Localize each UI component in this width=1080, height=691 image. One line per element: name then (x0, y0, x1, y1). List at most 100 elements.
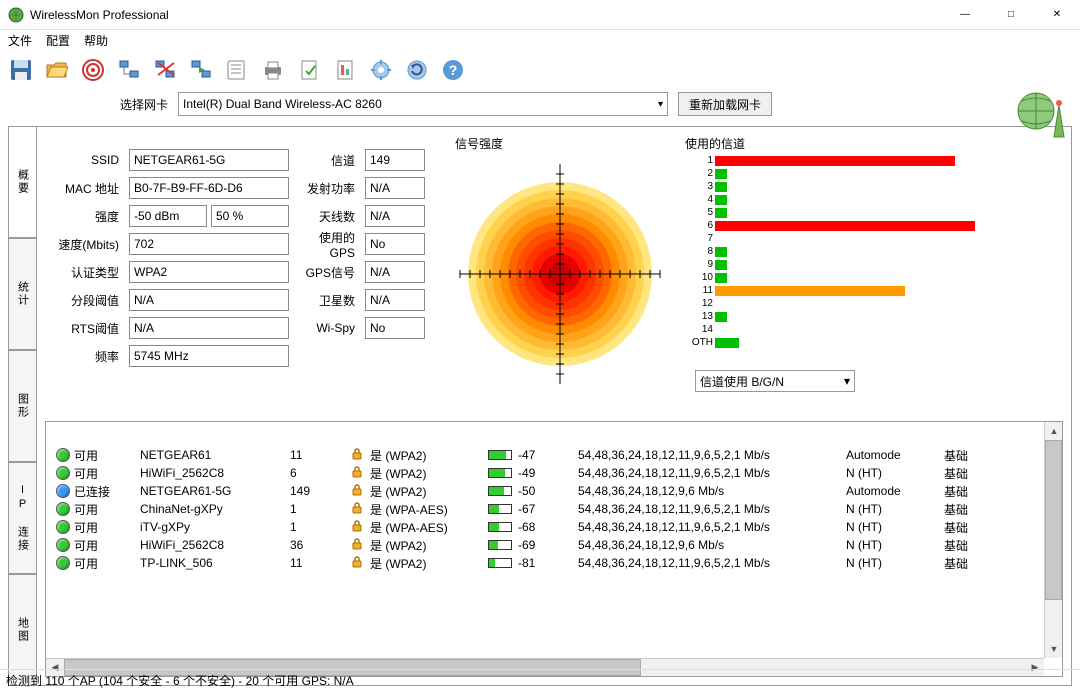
fields-panel: SSID NETGEAR61-5G 信道 149 MAC 地址 B0-7F-B9… (45, 135, 445, 415)
gps-signal-value: N/A (365, 261, 425, 283)
channel-chart: 1234567891011121314OTH (685, 154, 1063, 364)
cell-rates: 54,48,36,24,18,12,11,9,6,5,2,1 Mb/s (578, 520, 846, 534)
vertical-scrollbar[interactable]: ▲ ▼ (1044, 422, 1062, 658)
cell-channel: 1 (290, 520, 350, 534)
lock-icon (350, 519, 370, 536)
cell-security: 是 (WPA2) (370, 537, 488, 554)
channel-row: 14 (685, 323, 715, 336)
lock-icon (350, 501, 370, 518)
cell-infra: 基础 (944, 519, 994, 536)
table-row[interactable]: 可用TP-LINK_50611是 (WPA2)-8154,48,36,24,18… (48, 554, 1044, 572)
table-row[interactable]: 可用HiWiFi_2562C836是 (WPA2)-6954,48,36,24,… (48, 536, 1044, 554)
menu-config[interactable]: 配置 (46, 32, 70, 49)
channels-title: 使用的信道 (685, 135, 1063, 152)
channel-row: 1 (685, 154, 955, 167)
close-button[interactable]: ✕ (1034, 0, 1080, 30)
lock-icon (350, 555, 370, 572)
scroll-up-icon[interactable]: ▲ (1045, 422, 1063, 440)
cell-rates: 54,48,36,24,18,12,9,6 Mb/s (578, 484, 846, 498)
speed-label: 速度(Mbits) (45, 233, 123, 255)
cell-signal: -68 (488, 520, 578, 534)
maximize-button[interactable]: □ (988, 0, 1034, 30)
help-icon[interactable]: ? (438, 55, 468, 85)
title-bar: WirelessMon Professional — □ ✕ (0, 0, 1080, 30)
radar-title: 信号强度 (455, 135, 675, 152)
cell-security: 是 (WPA2) (370, 465, 488, 482)
table-row[interactable]: 可用HiWiFi_2562C86是 (WPA2)-4954,48,36,24,1… (48, 464, 1044, 482)
reload-adapter-button[interactable]: 重新加载网卡 (678, 92, 772, 116)
cell-security: 是 (WPA2) (370, 483, 488, 500)
network2-icon[interactable] (150, 55, 180, 85)
log-check-icon[interactable] (294, 55, 324, 85)
frag-value: N/A (129, 289, 289, 311)
log-icon[interactable] (222, 55, 252, 85)
rts-label: RTS阈值 (45, 317, 123, 339)
channel-bar (715, 273, 727, 283)
tab-summary[interactable]: 概要 (8, 126, 36, 238)
cell-infra: 基础 (944, 537, 994, 554)
auth-label: 认证类型 (45, 261, 123, 283)
gps-used-value: No (365, 233, 425, 255)
channel-bar (715, 169, 727, 179)
channel-bar (715, 208, 727, 218)
adapter-select[interactable]: Intel(R) Dual Band Wireless-AC 8260 ▾ (178, 92, 668, 116)
strength-label: 强度 (45, 205, 123, 227)
table-row[interactable]: 可用iTV-gXPy1是 (WPA-AES)-6854,48,36,24,18,… (48, 518, 1044, 536)
cell-rates: 54,48,36,24,18,12,11,9,6,5,2,1 Mb/s (578, 502, 846, 516)
network1-icon[interactable] (114, 55, 144, 85)
scroll-down-icon[interactable]: ▼ (1045, 640, 1063, 658)
txpower-value: N/A (365, 177, 425, 199)
channel-number: 13 (685, 311, 715, 322)
channel-bar (715, 338, 739, 348)
channel-number: 4 (685, 194, 715, 205)
ap-list: 可用NETGEAR6111是 (WPA2)-4754,48,36,24,18,1… (45, 421, 1063, 677)
table-row[interactable]: 可用ChinaNet-gXPy1是 (WPA-AES)-6754,48,36,2… (48, 500, 1044, 518)
status-dot-icon (56, 448, 70, 462)
tab-stats[interactable]: 统计 (8, 238, 36, 350)
table-row[interactable]: 可用NETGEAR6111是 (WPA2)-4754,48,36,24,18,1… (48, 446, 1044, 464)
menu-file[interactable]: 文件 (8, 32, 32, 49)
channel-row: 9 (685, 258, 727, 271)
channel-label: 信道 (295, 149, 359, 171)
channel-mode-select[interactable]: 信道使用 B/G/N ▾ (695, 370, 855, 392)
cell-rates: 54,48,36,24,18,12,11,9,6,5,2,1 Mb/s (578, 556, 846, 570)
open-icon[interactable] (42, 55, 72, 85)
target-icon[interactable] (78, 55, 108, 85)
report-icon[interactable] (330, 55, 360, 85)
tab-graph[interactable]: 图形 (8, 350, 36, 462)
cell-mode: Automode (846, 448, 944, 462)
save-icon[interactable] (6, 55, 36, 85)
minimize-button[interactable]: — (942, 0, 988, 30)
cell-signal: -47 (488, 448, 578, 462)
play-icon[interactable] (186, 55, 216, 85)
cell-ssid: HiWiFi_2562C8 (140, 466, 290, 480)
channel-bar (715, 156, 955, 166)
print-icon[interactable] (258, 55, 288, 85)
signal-bar (488, 504, 512, 514)
menu-help[interactable]: 帮助 (84, 32, 108, 49)
refresh-icon[interactable] (402, 55, 432, 85)
chevron-down-icon: ▾ (658, 99, 663, 110)
status-dot-icon (56, 556, 70, 570)
cell-ssid: NETGEAR61-5G (140, 484, 290, 498)
cell-channel: 36 (290, 538, 350, 552)
cell-mode: N (HT) (846, 466, 944, 480)
signal-bar (488, 558, 512, 568)
tab-ip[interactable]: IP 连接 (8, 462, 36, 574)
cell-channel: 149 (290, 484, 350, 498)
table-row[interactable]: 已连接NETGEAR61-5G149是 (WPA2)-5054,48,36,24… (48, 482, 1044, 500)
globe-antenna-icon (1014, 85, 1070, 141)
channel-number: 11 (685, 285, 715, 296)
toolbar: ? (0, 50, 1080, 90)
channel-number: 2 (685, 168, 715, 179)
signal-value: -49 (518, 466, 535, 480)
settings-icon[interactable] (366, 55, 396, 85)
adapter-row: 选择网卡 Intel(R) Dual Band Wireless-AC 8260… (0, 90, 1080, 122)
signal-value: -81 (518, 556, 535, 570)
cell-status: 可用 (70, 447, 140, 464)
channel-bar (715, 221, 975, 231)
cell-signal: -67 (488, 502, 578, 516)
channel-number: 5 (685, 207, 715, 218)
cell-mode: Automode (846, 484, 944, 498)
channel-bar (715, 260, 727, 270)
